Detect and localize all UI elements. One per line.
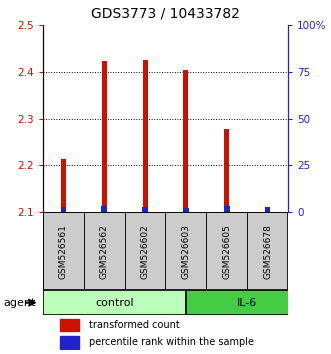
Bar <box>186 290 308 315</box>
Bar <box>247 212 288 290</box>
Bar <box>224 206 230 212</box>
Text: IL-6: IL-6 <box>237 298 257 308</box>
Text: GSM526562: GSM526562 <box>100 224 109 279</box>
Text: GSM526678: GSM526678 <box>263 224 272 279</box>
Bar <box>101 206 107 212</box>
Text: GSM526605: GSM526605 <box>222 224 231 279</box>
Bar <box>224 129 229 212</box>
Text: GSM526603: GSM526603 <box>181 224 190 279</box>
Bar <box>61 159 66 212</box>
Title: GDS3773 / 10433782: GDS3773 / 10433782 <box>91 7 240 21</box>
Text: control: control <box>95 298 134 308</box>
Bar <box>143 60 148 212</box>
Bar <box>43 212 84 290</box>
Text: transformed count: transformed count <box>89 320 180 330</box>
Bar <box>60 319 79 331</box>
Bar <box>166 212 206 290</box>
Bar <box>142 207 148 212</box>
Bar <box>60 336 79 349</box>
Text: GSM526602: GSM526602 <box>141 224 150 279</box>
Bar <box>61 207 67 212</box>
Text: GSM526561: GSM526561 <box>59 224 68 279</box>
Text: agent: agent <box>3 298 36 308</box>
Bar <box>264 207 270 212</box>
Bar <box>43 290 186 315</box>
Bar <box>84 212 125 290</box>
Bar <box>183 70 188 212</box>
Text: percentile rank within the sample: percentile rank within the sample <box>89 337 254 348</box>
Bar <box>206 212 247 290</box>
Bar <box>183 208 189 212</box>
Bar <box>125 212 166 290</box>
Bar <box>102 61 107 212</box>
